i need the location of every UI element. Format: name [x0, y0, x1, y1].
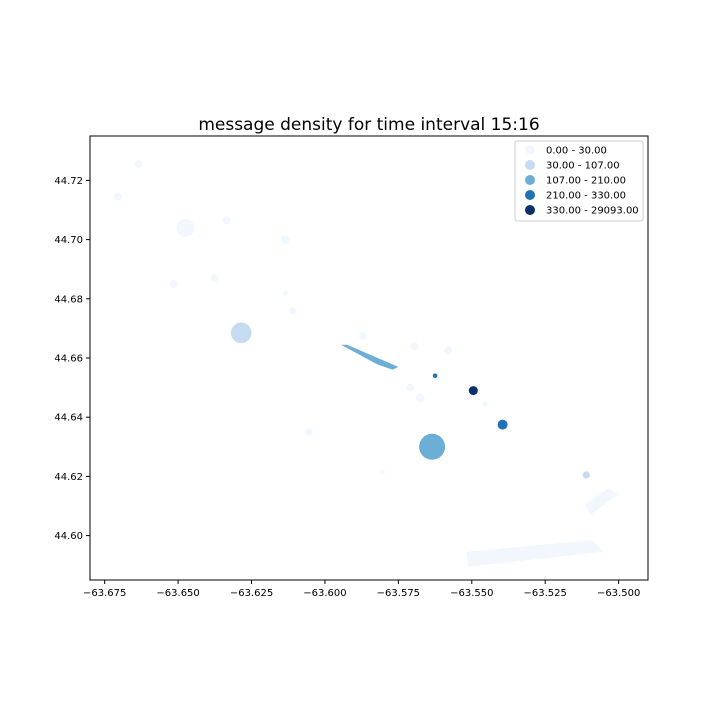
point-11 [410, 342, 419, 351]
polygon-1 [584, 488, 619, 515]
x-tick-label-7: −63.500 [597, 588, 640, 599]
point-4 [280, 235, 290, 245]
point-6 [210, 274, 219, 283]
point-8 [289, 307, 297, 315]
legend-marker-2 [525, 175, 535, 185]
point-0 [134, 160, 143, 169]
point-13 [432, 373, 438, 379]
x-tick-label-6: −63.525 [524, 588, 567, 599]
y-tick-label-0: 44.60 [54, 531, 83, 542]
point-14 [406, 383, 415, 392]
x-tick-label-2: −63.625 [230, 588, 273, 599]
legend-label-0: 0.00 - 30.00 [546, 146, 607, 157]
point-5 [169, 280, 178, 288]
y-tick-label-5: 44.70 [54, 235, 83, 246]
y-tick-label-1: 44.62 [54, 472, 83, 483]
polygons-layer [341, 344, 619, 567]
legend-label-4: 330.00 - 29093.00 [546, 206, 639, 217]
legend-label-2: 107.00 - 210.00 [546, 176, 626, 187]
legend-box [514, 140, 644, 222]
y-tick-label-6: 44.72 [54, 176, 83, 187]
point-21 [379, 469, 385, 475]
y-tick-label-3: 44.66 [54, 354, 83, 365]
x-tick-label-5: −63.550 [450, 588, 493, 599]
point-15 [415, 393, 425, 403]
x-tick-label-4: −63.575 [377, 588, 420, 599]
point-17 [482, 401, 488, 407]
point-2 [176, 218, 195, 237]
point-19 [304, 428, 313, 436]
legend-marker-3 [525, 190, 535, 200]
y-tick-label-4: 44.68 [54, 294, 83, 305]
legend-label-1: 30.00 - 107.00 [546, 161, 620, 172]
legend-label-3: 210.00 - 330.00 [546, 191, 626, 202]
point-20 [419, 433, 446, 460]
legend-marker-1 [525, 160, 535, 170]
point-10 [359, 331, 368, 340]
legend-marker-4 [525, 205, 535, 215]
x-tick-label-1: −63.650 [156, 588, 199, 599]
points-layer [113, 160, 590, 479]
point-18 [497, 419, 508, 430]
point-7 [282, 290, 288, 296]
point-9 [230, 322, 252, 344]
x-tick-label-0: −63.675 [83, 588, 126, 599]
point-22 [582, 471, 590, 479]
point-12 [444, 346, 453, 355]
x-tick-label-3: −63.600 [303, 588, 346, 599]
y-tick-label-2: 44.64 [54, 413, 83, 424]
polygon-0 [341, 344, 399, 370]
chart-title: message density for time interval 15:16 [198, 115, 539, 135]
legend: 0.00 - 30.00 30.00 - 107.00 107.00 - 210.0… [514, 140, 644, 222]
y-axis: 44.60 44.62 44.64 44.66 44.68 44.70 44.72 [54, 176, 90, 542]
point-3 [222, 216, 231, 225]
point-1 [113, 192, 122, 201]
legend-marker-0 [525, 145, 535, 155]
point-16 [468, 386, 478, 396]
polygon-2 [465, 540, 604, 567]
x-axis: −63.675 −63.650 −63.625 −63.600 −63.575 −63.5… [83, 580, 640, 599]
